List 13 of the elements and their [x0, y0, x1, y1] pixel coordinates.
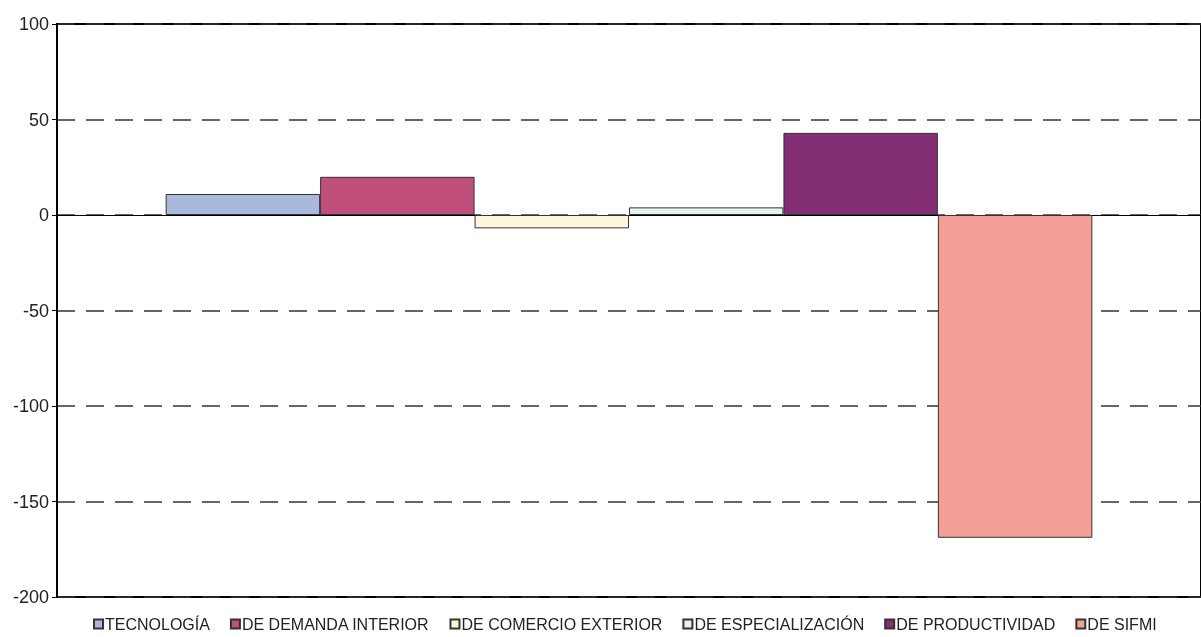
legend-label: DE DEMANDA INTERIOR [241, 615, 429, 633]
legend-label: TECNOLOGÍA [105, 614, 211, 633]
y-tick-label: 50 [28, 109, 49, 130]
y-tick-label: -150 [12, 491, 49, 512]
y-tick-label: -200 [12, 587, 49, 607]
y-tick-label: -100 [12, 396, 49, 416]
legend-label: DE COMERCIO EXTERIOR [461, 615, 663, 633]
y-tick-label: 100 [18, 14, 49, 34]
y-tick-label: 0 [38, 205, 49, 225]
legend-label: DE PRODUCTIVIDAD [896, 615, 1056, 633]
legend-label: DE ESPECIALIZACIÓN [694, 614, 865, 633]
legend-label: DE SIFMI [1087, 615, 1157, 633]
y-tick-label: -50 [22, 300, 49, 321]
